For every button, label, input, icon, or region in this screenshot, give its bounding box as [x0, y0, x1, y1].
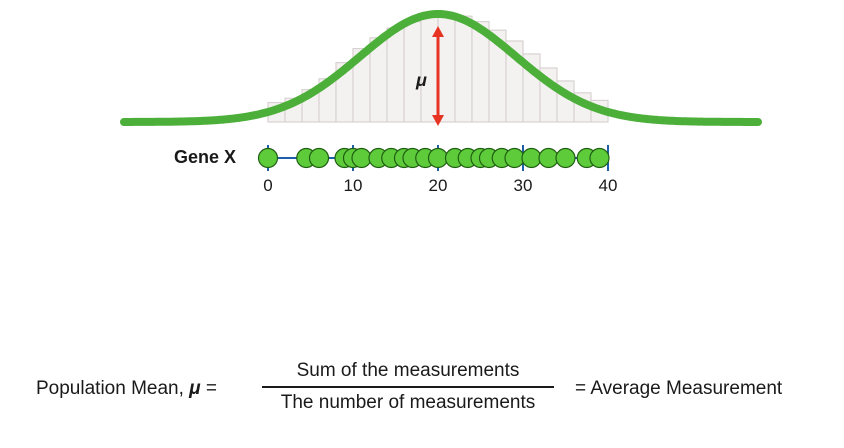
measurement-dot [257, 147, 279, 169]
measurement-dots [257, 147, 610, 169]
formula-right-side: = Average Measurement [575, 378, 783, 399]
normal-curve [120, 10, 762, 126]
normal-distribution-figure: μ [120, 10, 762, 171]
formula-left-text: Population Mean, [36, 378, 190, 399]
mean-arrow [432, 26, 444, 126]
axis-tick-label: 40 [598, 176, 618, 195]
formula-denominator: The number of measurements [280, 392, 536, 413]
axis-tick-label: 10 [343, 176, 363, 195]
measurement-dot [351, 147, 372, 169]
measurement-dot [308, 147, 330, 169]
formula-mu-symbol: μ [189, 378, 201, 399]
formula-numerator: Sum of the measurements [296, 360, 520, 381]
formula-fraction: Sum of the measurements The number of me… [256, 360, 560, 414]
measurement-dot [555, 147, 576, 169]
fraction-bar [262, 386, 554, 388]
axis-tick-label: 20 [428, 176, 448, 195]
histogram-bar [437, 13, 456, 123]
formula-equals: = [200, 378, 218, 399]
axis-tick-label: 30 [513, 176, 533, 195]
measurement-dot [504, 147, 525, 169]
population-mean-formula: Population Mean, μ = Sum of the measurem… [0, 360, 844, 430]
mean-symbol-label: μ [415, 70, 427, 90]
axis-tick-label: 0 [263, 176, 273, 195]
measurement-dot [589, 147, 610, 169]
histogram-bar [386, 27, 405, 123]
gene-label: Gene X [174, 147, 237, 167]
measurement-dot [521, 147, 542, 169]
mean-arrow-head-top [432, 26, 444, 37]
measurement-dot [427, 147, 449, 169]
mean-arrow-head-bottom [432, 115, 444, 126]
formula-left-side: Population Mean, μ = [36, 378, 217, 400]
measurement-dot [538, 147, 559, 169]
histogram-bar [454, 15, 473, 123]
